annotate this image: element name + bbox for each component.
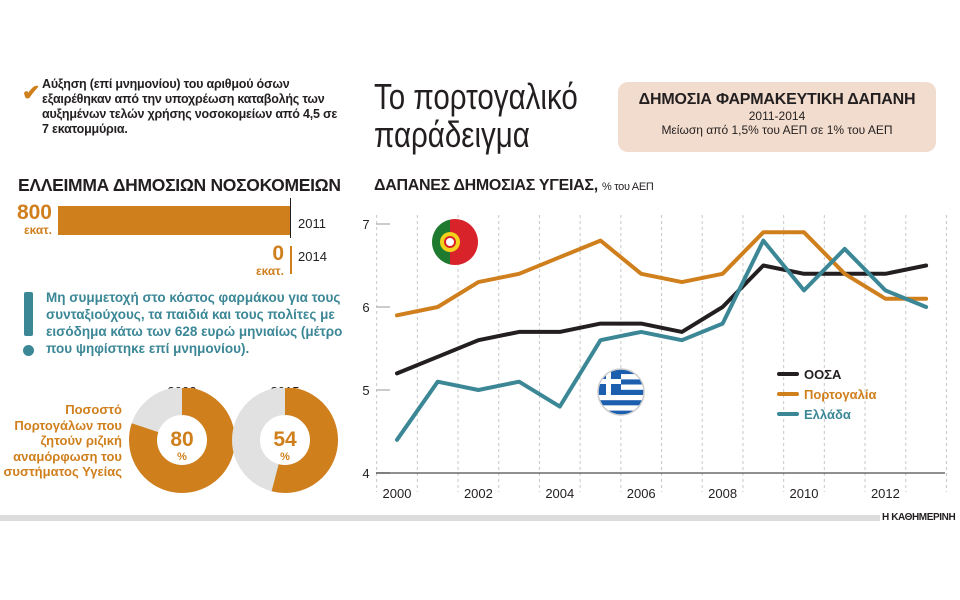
survey-donuts: 80%54% (129, 388, 338, 493)
x-tick-label: 2004 (545, 486, 574, 501)
greece-flag-icon (597, 368, 645, 416)
series-line-Πορτογαλία (395, 230, 929, 318)
series-line-ΟΟΣΑ (395, 263, 929, 376)
chart-title: ΔΑΠΑΝΕΣ ΔΗΜΟΣΙΑΣ ΥΓΕΙΑΣ, % του ΑΕΠ (374, 177, 654, 195)
donut-value-2002: 80 (170, 428, 193, 451)
portugal-flag-icon (432, 219, 478, 265)
x-tick-label: 2008 (708, 486, 737, 501)
deficit-bar-2014 (290, 246, 292, 274)
note-exemptions: Αύξηση (επί μνημονίου) του αριθμού όσων … (42, 77, 338, 136)
series-line-Ελλάδα (395, 238, 929, 442)
donut-unit-2015: % (280, 451, 290, 463)
brand-label: Η ΚΑΘΗΜΕΡΙΝΗ (882, 512, 956, 523)
y-tick-label: 7 (362, 217, 369, 232)
pharma-spending-box: ΔΗΜΟΣΙΑ ΦΑΡΜΑΚΕΥΤΙΚΗ ΔΑΠΑΝΗ 2011-2014 Με… (618, 82, 936, 152)
x-tick-label: 2012 (871, 486, 900, 501)
exclamation-dot-icon (23, 345, 34, 356)
check-icon: ✔ (22, 80, 41, 105)
flag-stripe (598, 405, 644, 411)
page-title: Το πορτογαλικό παράδειγμα (374, 78, 578, 154)
chart-title-text: ΔΑΠΑΝΕΣ ΔΗΜΟΣΙΑΣ ΥΓΕΙΑΣ, (374, 177, 598, 194)
title-line-1: Το πορτογαλικό (374, 76, 578, 117)
x-tick-label: 2006 (627, 486, 656, 501)
legend-label-ΟΟΣΑ: ΟΟΣΑ (804, 367, 842, 382)
flag-stripe (598, 400, 644, 406)
title-line-2: παράδειγμα (374, 114, 530, 155)
deficit-year-2011: 2011 (298, 216, 326, 231)
box-period: 2011-2014 (748, 109, 806, 123)
flag-rim (597, 368, 645, 416)
x-tick-label: 2010 (790, 486, 819, 501)
deficit-value-2014: 0 (272, 242, 284, 265)
exclamation-icon (24, 292, 33, 336)
deficit-unit-2011: εκατ. (23, 223, 52, 237)
x-tick-label: 2002 (464, 486, 493, 501)
deficit-bar-2011 (58, 206, 290, 235)
deficit-title: ΕΛΛΕΙΜΜΑ ΔΗΜΟΣΙΩΝ ΝΟΣΟΚΟΜΕΙΩΝ (18, 175, 341, 195)
y-tick-label: 6 (362, 300, 369, 315)
flag-shield (444, 236, 456, 248)
note-copayment: Μη συμμετοχή στο κόστος φαρμάκου για του… (46, 290, 343, 356)
box-title: ΔΗΜΟΣΙΑ ΦΑΡΜΑΚΕΥΤΙΚΗ ΔΑΠΑΝΗ (638, 91, 916, 108)
flag-cross-v (606, 369, 611, 395)
box-text: Μείωση από 1,5% του ΑΕΠ σε 1% του ΑΕΠ (661, 123, 893, 137)
legend-label-Ελλάδα: Ελλάδα (804, 407, 851, 422)
flag-stripe (598, 410, 644, 415)
survey-label: Ποσοστό Πορτογάλων που ζητούν ριζική ανα… (3, 402, 122, 479)
donut-unit-2002: % (177, 451, 187, 463)
y-tick-label: 4 (362, 466, 369, 481)
deficit-unit-2014: εκατ. (255, 264, 284, 278)
line-chart: 4 5 6 7 2000 2002 2004 2006 2008 2010 2012 ΟΟΣΑ Πορτ… (362, 215, 947, 501)
x-tick-label: 2000 (383, 486, 412, 501)
y-tick-label: 5 (362, 383, 369, 398)
donut-slice-2015 (232, 388, 338, 493)
deficit-year-2014: 2014 (298, 249, 327, 264)
footer-rule (0, 515, 880, 521)
flag-stripe (598, 395, 644, 401)
deficit-axis (290, 198, 291, 238)
deficit-value-2011: 800 (16, 201, 52, 224)
donut-value-2015: 54 (273, 428, 297, 451)
chart-unit: % του ΑΕΠ (602, 181, 654, 193)
legend-label-Πορτογαλία: Πορτογαλία (804, 387, 876, 402)
donut-slice-2002 (129, 388, 235, 493)
